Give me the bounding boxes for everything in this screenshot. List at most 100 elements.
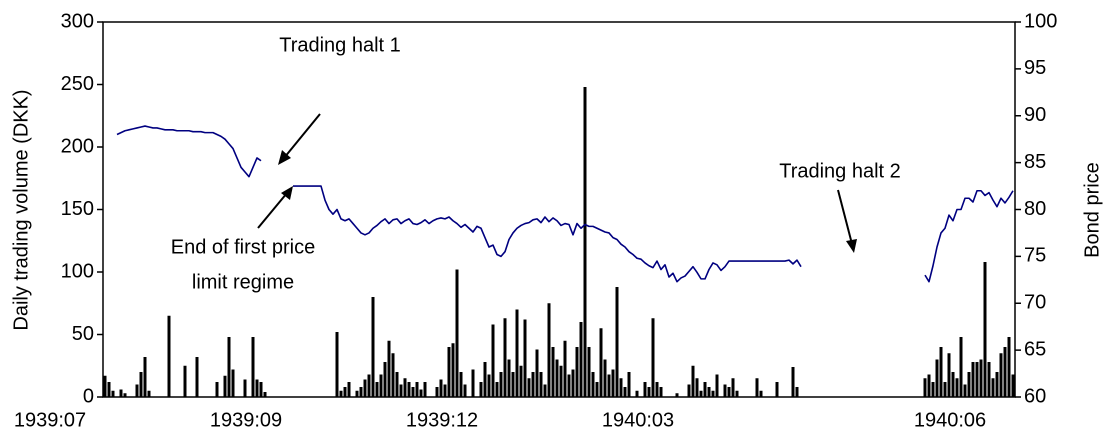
bar (715, 374, 719, 397)
y-axis-title: Daily trading volume (DKK) (10, 89, 32, 330)
y-tick-label: 250 (61, 73, 94, 95)
bar (415, 382, 419, 397)
bar (675, 393, 679, 397)
arrow (283, 113, 321, 159)
bar (419, 389, 423, 397)
bar (791, 367, 795, 397)
bar (503, 318, 507, 397)
y2-tick-label: 100 (1024, 10, 1057, 32)
y2-tick-label: 60 (1024, 385, 1046, 407)
bar (947, 353, 951, 397)
bar (695, 378, 699, 397)
bar (655, 382, 659, 397)
bar (259, 382, 263, 397)
y2-tick-label: 85 (1024, 151, 1046, 173)
bar (983, 262, 987, 397)
y2-tick-label: 65 (1024, 338, 1046, 360)
bar (407, 382, 411, 397)
bar (635, 390, 639, 397)
bar (103, 375, 107, 397)
bar (195, 357, 199, 397)
bar (647, 387, 651, 397)
bar (723, 384, 727, 397)
bar (571, 369, 575, 397)
bar (975, 362, 979, 397)
bar (135, 384, 139, 397)
price-line (116, 125, 1014, 283)
bar (583, 87, 587, 397)
bar (355, 390, 359, 397)
bar (599, 328, 603, 397)
bar (231, 369, 235, 397)
bar (575, 347, 579, 397)
bar (495, 382, 499, 397)
bar (659, 387, 663, 397)
bar (755, 378, 759, 397)
bar (991, 378, 995, 397)
annotation: Trading halt 1 (279, 34, 401, 56)
y-tick-label: 200 (61, 135, 94, 157)
bar (471, 369, 475, 397)
bar (371, 297, 375, 397)
bar (143, 357, 147, 397)
bar (223, 375, 227, 397)
x-tick-label: 1939:12 (406, 409, 478, 431)
bar (395, 372, 399, 397)
bar (939, 347, 943, 397)
bar (183, 365, 187, 397)
bar (603, 359, 607, 397)
bar (995, 372, 999, 397)
bar (971, 362, 975, 397)
bar (587, 347, 591, 397)
y2-tick-label: 90 (1024, 104, 1046, 126)
x-tick-label: 1939:07 (14, 409, 86, 431)
bar (535, 349, 539, 397)
bar (563, 340, 567, 397)
bar (731, 378, 735, 397)
y-tick-label: 0 (83, 385, 94, 407)
annotation: End of first price (171, 236, 316, 258)
bar (339, 390, 343, 397)
bar (1007, 337, 1011, 397)
bar (491, 324, 495, 397)
bar (595, 382, 599, 397)
bar (147, 390, 151, 397)
bar (959, 337, 963, 397)
bar (963, 384, 967, 397)
bar (391, 353, 395, 397)
bar (623, 387, 627, 397)
arrow-head (846, 239, 857, 253)
bar (367, 374, 371, 397)
x-tick-label: 1940:06 (914, 409, 986, 431)
bar (343, 387, 347, 397)
y-tick-label: 50 (72, 323, 94, 345)
bar (943, 382, 947, 397)
bar (555, 359, 559, 397)
bar (487, 374, 491, 397)
arrow-head (278, 150, 291, 165)
bar (383, 362, 387, 397)
bar (435, 387, 439, 397)
bar (951, 372, 955, 397)
bar (543, 384, 547, 397)
y-tick-label: 150 (61, 198, 94, 220)
bar (347, 382, 351, 397)
y2-axis-title: Bond price (1081, 162, 1103, 258)
bar (403, 378, 407, 397)
bar (759, 390, 763, 397)
bar (459, 372, 463, 397)
y2-tick-label: 95 (1024, 57, 1046, 79)
bar (935, 359, 939, 397)
bar (423, 382, 427, 397)
bar (999, 353, 1003, 397)
bar (979, 359, 983, 397)
bar (707, 387, 711, 397)
bar (931, 382, 935, 397)
bar (519, 365, 523, 397)
bar (375, 382, 379, 397)
bar (567, 374, 571, 397)
plot-area (102, 21, 1016, 398)
bar (451, 343, 455, 397)
bar (379, 374, 383, 397)
